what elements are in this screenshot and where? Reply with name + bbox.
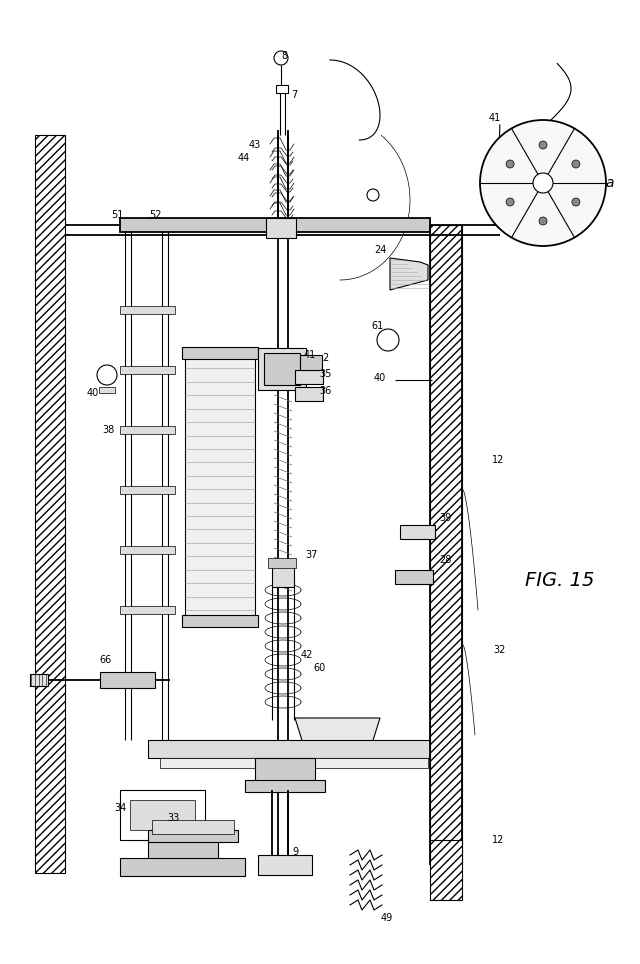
- Bar: [258, 855, 312, 875]
- Bar: [255, 758, 315, 783]
- Text: 51: 51: [111, 210, 123, 220]
- Bar: [430, 225, 462, 865]
- Bar: [120, 486, 175, 494]
- Text: 9: 9: [292, 847, 298, 857]
- Bar: [120, 426, 175, 434]
- Text: 60: 60: [314, 663, 326, 673]
- Circle shape: [506, 198, 514, 206]
- Text: 34: 34: [114, 803, 126, 813]
- Bar: [430, 840, 462, 900]
- Text: 35: 35: [319, 369, 331, 379]
- Circle shape: [506, 160, 514, 168]
- Text: 33: 33: [167, 813, 179, 823]
- Circle shape: [539, 141, 547, 149]
- Bar: [148, 740, 438, 758]
- Bar: [185, 350, 255, 620]
- Bar: [276, 85, 288, 93]
- Text: 61: 61: [372, 321, 384, 331]
- Bar: [120, 858, 245, 876]
- Bar: [35, 135, 65, 873]
- Bar: [152, 820, 234, 834]
- Text: 41: 41: [304, 350, 316, 360]
- Bar: [295, 370, 323, 384]
- Bar: [148, 838, 218, 863]
- Text: 24: 24: [374, 245, 386, 255]
- Text: 66: 66: [99, 655, 111, 665]
- Bar: [120, 606, 175, 614]
- Text: 40: 40: [374, 373, 386, 383]
- Bar: [395, 570, 433, 584]
- Bar: [30, 674, 48, 686]
- Bar: [268, 558, 296, 568]
- Bar: [300, 355, 322, 370]
- Text: 41: 41: [489, 113, 501, 123]
- Text: 7: 7: [291, 90, 297, 100]
- Text: a: a: [605, 176, 614, 190]
- Text: 40: 40: [87, 388, 99, 398]
- Bar: [120, 218, 430, 232]
- Text: FIG. 15: FIG. 15: [525, 571, 595, 590]
- Polygon shape: [295, 718, 380, 750]
- Bar: [120, 790, 205, 840]
- Circle shape: [539, 217, 547, 225]
- Bar: [258, 348, 306, 390]
- Text: 2: 2: [322, 353, 328, 363]
- Bar: [99, 387, 115, 393]
- Text: 37: 37: [306, 550, 318, 560]
- Polygon shape: [390, 258, 428, 290]
- Text: 42: 42: [301, 650, 313, 660]
- Bar: [400, 525, 435, 539]
- Bar: [245, 780, 325, 792]
- Bar: [100, 672, 155, 688]
- Circle shape: [572, 160, 580, 168]
- Bar: [272, 565, 294, 587]
- Bar: [148, 830, 238, 842]
- Bar: [120, 306, 175, 314]
- Bar: [266, 218, 296, 238]
- Bar: [295, 387, 323, 401]
- Bar: [130, 800, 195, 830]
- Bar: [120, 366, 175, 374]
- Text: 43: 43: [249, 140, 261, 150]
- Text: 32: 32: [494, 645, 506, 655]
- Bar: [160, 758, 428, 768]
- Circle shape: [572, 198, 580, 206]
- Text: 8: 8: [281, 51, 287, 61]
- Text: 52: 52: [148, 210, 161, 220]
- Text: 39: 39: [439, 513, 451, 523]
- Bar: [182, 347, 258, 359]
- Text: 36: 36: [319, 386, 331, 396]
- Circle shape: [533, 173, 553, 193]
- Bar: [182, 615, 258, 627]
- Text: 49: 49: [381, 913, 393, 923]
- Bar: [120, 546, 175, 554]
- Circle shape: [480, 120, 606, 246]
- Text: 44: 44: [238, 153, 250, 163]
- Text: 12: 12: [492, 455, 504, 465]
- Text: 28: 28: [439, 555, 451, 565]
- Bar: [264, 353, 300, 385]
- Text: 38: 38: [102, 425, 114, 435]
- Text: 12: 12: [492, 835, 504, 845]
